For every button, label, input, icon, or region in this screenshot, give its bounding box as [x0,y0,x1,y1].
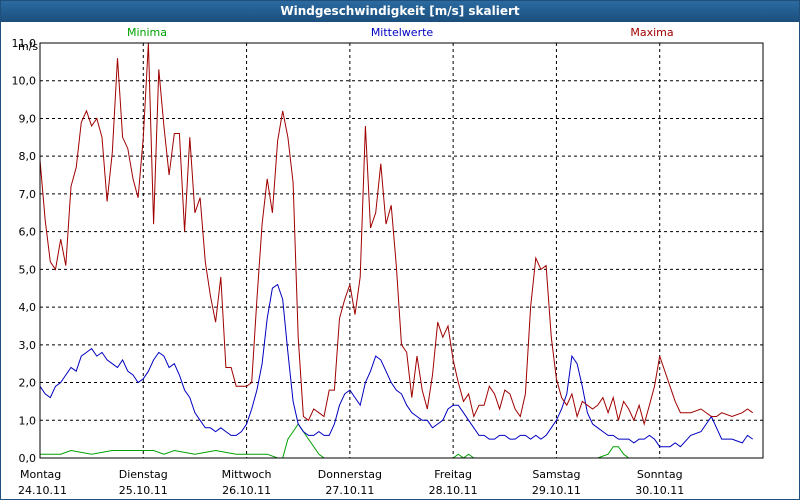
day-date-label: 26.10.11 [222,484,271,497]
series-line-minima [40,423,660,459]
series-line-mittelwerte [39,283,753,448]
y-tick-label: 3,0 [19,339,37,352]
y-tick-label: 5,0 [19,263,37,276]
window-title: Windgeschwindigkeit [m/s] skaliert [1,1,799,22]
y-tick-label: 0,0 [19,452,37,465]
day-name-label: Dienstag [119,468,168,481]
y-tick-label: 7,0 [19,188,37,201]
day-date-label: 24.10.11 [18,484,67,497]
y-tick-label: 8,0 [19,150,37,163]
plot-frame [39,42,764,459]
y-tick-label: 1,0 [19,414,37,427]
y-tick-label: 6,0 [19,226,37,239]
day-name-label: Mittwoch [222,468,272,481]
day-name-label: Montag [20,468,61,481]
y-tick-label: 10,0 [12,75,37,88]
day-date-label: 29.10.11 [532,484,581,497]
day-name-label: Sonntag [637,468,683,481]
legend-minima: Minima [127,26,167,39]
y-tick-label: 4,0 [19,301,37,314]
series-line-maxima [39,42,753,426]
y-axis-label: m/s [18,40,38,53]
day-date-label: 30.10.11 [635,484,684,497]
day-date-label: 25.10.11 [119,484,168,497]
y-tick-label: 9,0 [19,112,37,125]
day-date-label: 28.10.11 [429,484,478,497]
y-tick-label: 2,0 [19,377,37,390]
legend-maxima: Maxima [630,26,673,39]
day-name-label: Samstag [532,468,580,481]
day-name-label: Donnerstag [318,468,382,481]
y-tick-label: 11,0 [12,37,37,50]
day-name-label: Freitag [434,468,472,481]
day-date-label: 27.10.11 [325,484,374,497]
legend-mittelwerte: Mittelwerte [371,26,434,39]
